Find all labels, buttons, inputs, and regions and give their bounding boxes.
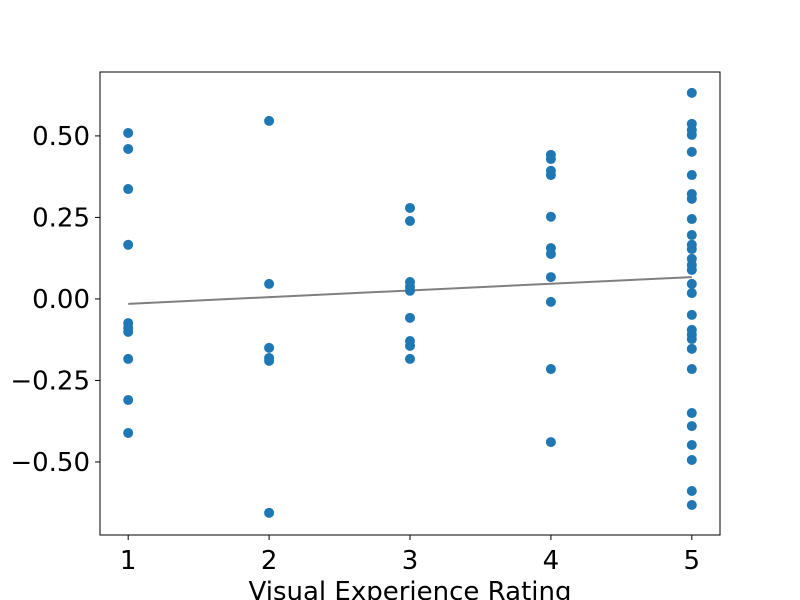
point [686,87,697,98]
point [264,278,275,289]
y-tick-label: 0.25 [32,203,90,233]
point [545,248,556,259]
point [686,288,697,299]
point [264,355,275,366]
x-axis-label: Visual Experience Rating [249,577,572,600]
point [545,154,556,165]
x-tick-label: 3 [402,546,419,576]
point [405,202,415,213]
point [123,427,134,438]
point [123,353,134,364]
point [264,342,275,353]
x-tick-label: 5 [684,546,701,576]
point [123,127,134,138]
point [686,343,697,354]
point [123,143,134,154]
point [123,395,134,406]
point [686,309,697,320]
point [264,115,275,126]
x-tick-label: 4 [543,546,560,576]
point [686,408,697,419]
point [686,146,697,157]
point [686,170,697,181]
point [686,485,697,496]
point [686,230,697,241]
point [686,278,697,289]
point [686,364,697,375]
point [264,507,275,518]
plot-frame [99,71,721,536]
point [405,353,415,364]
y-tick-label: −0.25 [10,366,90,396]
point [686,193,697,204]
point [686,500,697,511]
point [405,312,415,323]
point [686,455,697,466]
point [686,214,697,225]
point [686,440,697,451]
point [123,239,134,250]
x-tick-label: 2 [261,546,278,576]
y-tick-label: −0.50 [10,448,90,478]
point [686,334,697,345]
point [545,211,556,222]
point [686,244,697,255]
point [545,272,556,283]
y-tick-label: 0.00 [32,285,90,315]
point [686,264,697,275]
x-tick-label: 1 [120,546,137,576]
point [123,326,134,337]
point [405,340,415,351]
point [686,129,697,140]
point [123,184,134,195]
point [545,296,556,307]
point [545,437,556,448]
point [405,285,415,296]
point [545,364,556,375]
point [686,421,697,432]
point [405,216,415,227]
y-tick-label: 0.50 [32,122,90,152]
point [545,170,556,181]
